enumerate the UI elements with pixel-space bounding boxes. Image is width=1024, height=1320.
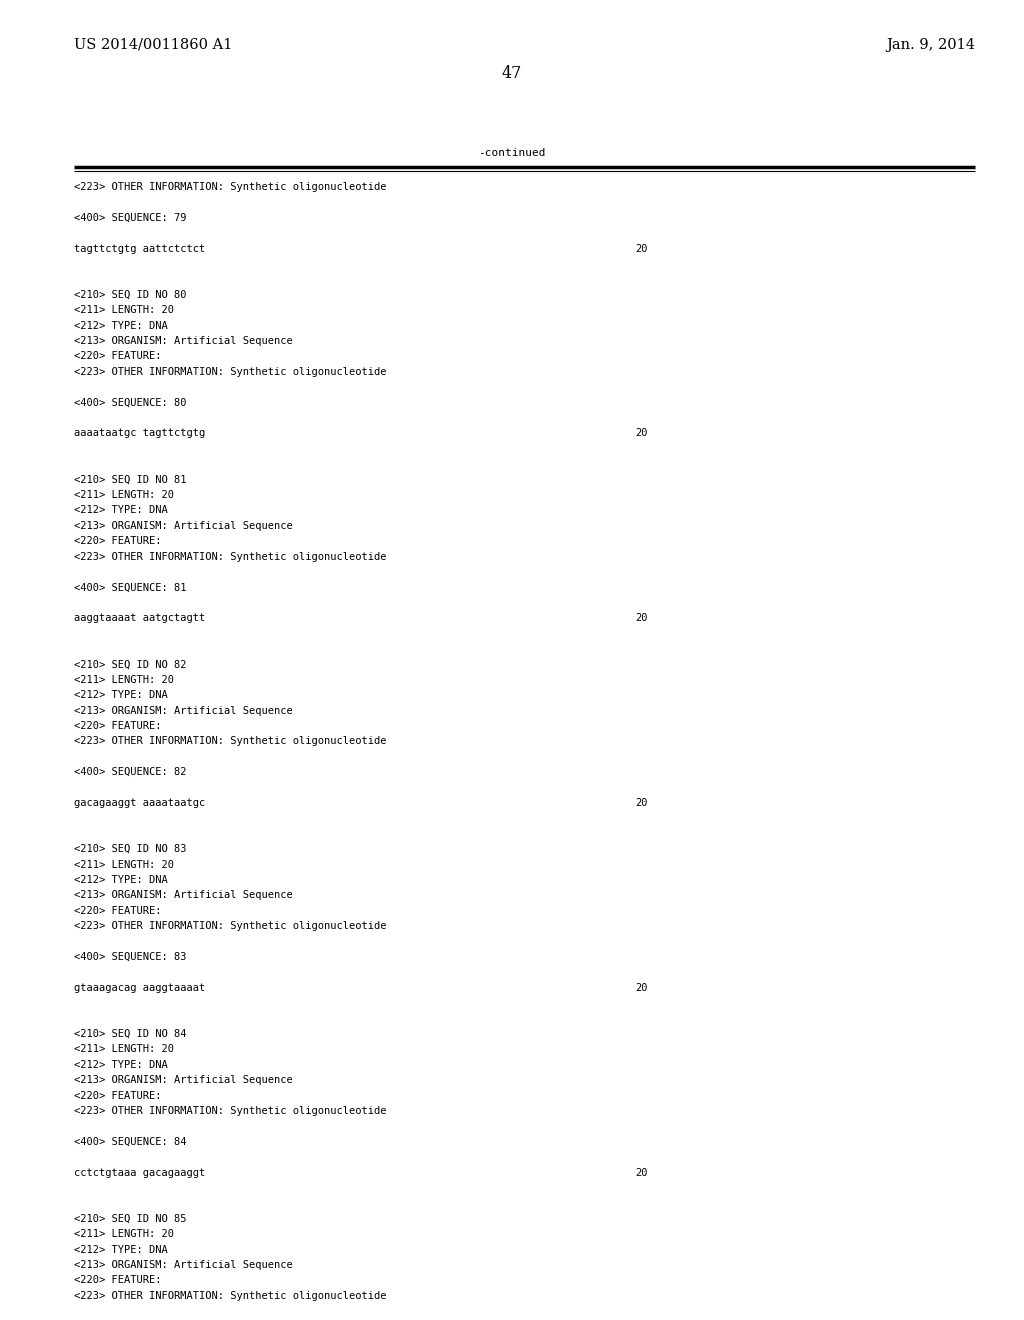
- Text: gtaaagacag aaggtaaaat: gtaaagacag aaggtaaaat: [74, 983, 205, 993]
- Text: <211> LENGTH: 20: <211> LENGTH: 20: [74, 675, 174, 685]
- Text: <223> OTHER INFORMATION: Synthetic oligonucleotide: <223> OTHER INFORMATION: Synthetic oligo…: [74, 737, 386, 746]
- Text: <212> TYPE: DNA: <212> TYPE: DNA: [74, 875, 168, 884]
- Text: <212> TYPE: DNA: <212> TYPE: DNA: [74, 506, 168, 515]
- Text: <211> LENGTH: 20: <211> LENGTH: 20: [74, 1229, 174, 1239]
- Text: <210> SEQ ID NO 81: <210> SEQ ID NO 81: [74, 475, 186, 484]
- Text: <210> SEQ ID NO 82: <210> SEQ ID NO 82: [74, 660, 186, 669]
- Text: <400> SEQUENCE: 82: <400> SEQUENCE: 82: [74, 767, 186, 777]
- Text: <213> ORGANISM: Artificial Sequence: <213> ORGANISM: Artificial Sequence: [74, 1261, 293, 1270]
- Text: <212> TYPE: DNA: <212> TYPE: DNA: [74, 321, 168, 330]
- Text: 20: 20: [635, 244, 647, 253]
- Text: <400> SEQUENCE: 83: <400> SEQUENCE: 83: [74, 952, 186, 962]
- Text: 20: 20: [635, 799, 647, 808]
- Text: <400> SEQUENCE: 80: <400> SEQUENCE: 80: [74, 397, 186, 408]
- Text: 20: 20: [635, 983, 647, 993]
- Text: <400> SEQUENCE: 84: <400> SEQUENCE: 84: [74, 1137, 186, 1147]
- Text: <220> FEATURE:: <220> FEATURE:: [74, 906, 161, 916]
- Text: <210> SEQ ID NO 83: <210> SEQ ID NO 83: [74, 845, 186, 854]
- Text: <211> LENGTH: 20: <211> LENGTH: 20: [74, 859, 174, 870]
- Text: <213> ORGANISM: Artificial Sequence: <213> ORGANISM: Artificial Sequence: [74, 706, 293, 715]
- Text: <210> SEQ ID NO 84: <210> SEQ ID NO 84: [74, 1030, 186, 1039]
- Text: <213> ORGANISM: Artificial Sequence: <213> ORGANISM: Artificial Sequence: [74, 337, 293, 346]
- Text: tagttctgtg aattctctct: tagttctgtg aattctctct: [74, 244, 205, 253]
- Text: gacagaaggt aaaataatgc: gacagaaggt aaaataatgc: [74, 799, 205, 808]
- Text: 20: 20: [635, 429, 647, 438]
- Text: <213> ORGANISM: Artificial Sequence: <213> ORGANISM: Artificial Sequence: [74, 1076, 293, 1085]
- Text: US 2014/0011860 A1: US 2014/0011860 A1: [74, 38, 232, 51]
- Text: Jan. 9, 2014: Jan. 9, 2014: [886, 38, 975, 51]
- Text: 20: 20: [635, 614, 647, 623]
- Text: <220> FEATURE:: <220> FEATURE:: [74, 721, 161, 731]
- Text: <212> TYPE: DNA: <212> TYPE: DNA: [74, 690, 168, 700]
- Text: cctctgtaaa gacagaaggt: cctctgtaaa gacagaaggt: [74, 1168, 205, 1177]
- Text: <211> LENGTH: 20: <211> LENGTH: 20: [74, 1044, 174, 1055]
- Text: <223> OTHER INFORMATION: Synthetic oligonucleotide: <223> OTHER INFORMATION: Synthetic oligo…: [74, 367, 386, 376]
- Text: <220> FEATURE:: <220> FEATURE:: [74, 1275, 161, 1286]
- Text: <400> SEQUENCE: 79: <400> SEQUENCE: 79: [74, 213, 186, 223]
- Text: <211> LENGTH: 20: <211> LENGTH: 20: [74, 490, 174, 500]
- Text: 20: 20: [635, 1168, 647, 1177]
- Text: <220> FEATURE:: <220> FEATURE:: [74, 351, 161, 362]
- Text: <220> FEATURE:: <220> FEATURE:: [74, 1090, 161, 1101]
- Text: <223> OTHER INFORMATION: Synthetic oligonucleotide: <223> OTHER INFORMATION: Synthetic oligo…: [74, 921, 386, 931]
- Text: <213> ORGANISM: Artificial Sequence: <213> ORGANISM: Artificial Sequence: [74, 891, 293, 900]
- Text: <223> OTHER INFORMATION: Synthetic oligonucleotide: <223> OTHER INFORMATION: Synthetic oligo…: [74, 182, 386, 191]
- Text: <220> FEATURE:: <220> FEATURE:: [74, 536, 161, 546]
- Text: aaaataatgc tagttctgtg: aaaataatgc tagttctgtg: [74, 429, 205, 438]
- Text: <213> ORGANISM: Artificial Sequence: <213> ORGANISM: Artificial Sequence: [74, 521, 293, 531]
- Text: 47: 47: [502, 65, 522, 82]
- Text: <212> TYPE: DNA: <212> TYPE: DNA: [74, 1245, 168, 1254]
- Text: <210> SEQ ID NO 85: <210> SEQ ID NO 85: [74, 1214, 186, 1224]
- Text: aaggtaaaat aatgctagtt: aaggtaaaat aatgctagtt: [74, 614, 205, 623]
- Text: <211> LENGTH: 20: <211> LENGTH: 20: [74, 305, 174, 315]
- Text: <223> OTHER INFORMATION: Synthetic oligonucleotide: <223> OTHER INFORMATION: Synthetic oligo…: [74, 1106, 386, 1115]
- Text: -continued: -continued: [478, 148, 546, 158]
- Text: <212> TYPE: DNA: <212> TYPE: DNA: [74, 1060, 168, 1069]
- Text: <400> SEQUENCE: 81: <400> SEQUENCE: 81: [74, 582, 186, 593]
- Text: <223> OTHER INFORMATION: Synthetic oligonucleotide: <223> OTHER INFORMATION: Synthetic oligo…: [74, 1291, 386, 1300]
- Text: <223> OTHER INFORMATION: Synthetic oligonucleotide: <223> OTHER INFORMATION: Synthetic oligo…: [74, 552, 386, 561]
- Text: <210> SEQ ID NO 80: <210> SEQ ID NO 80: [74, 290, 186, 300]
